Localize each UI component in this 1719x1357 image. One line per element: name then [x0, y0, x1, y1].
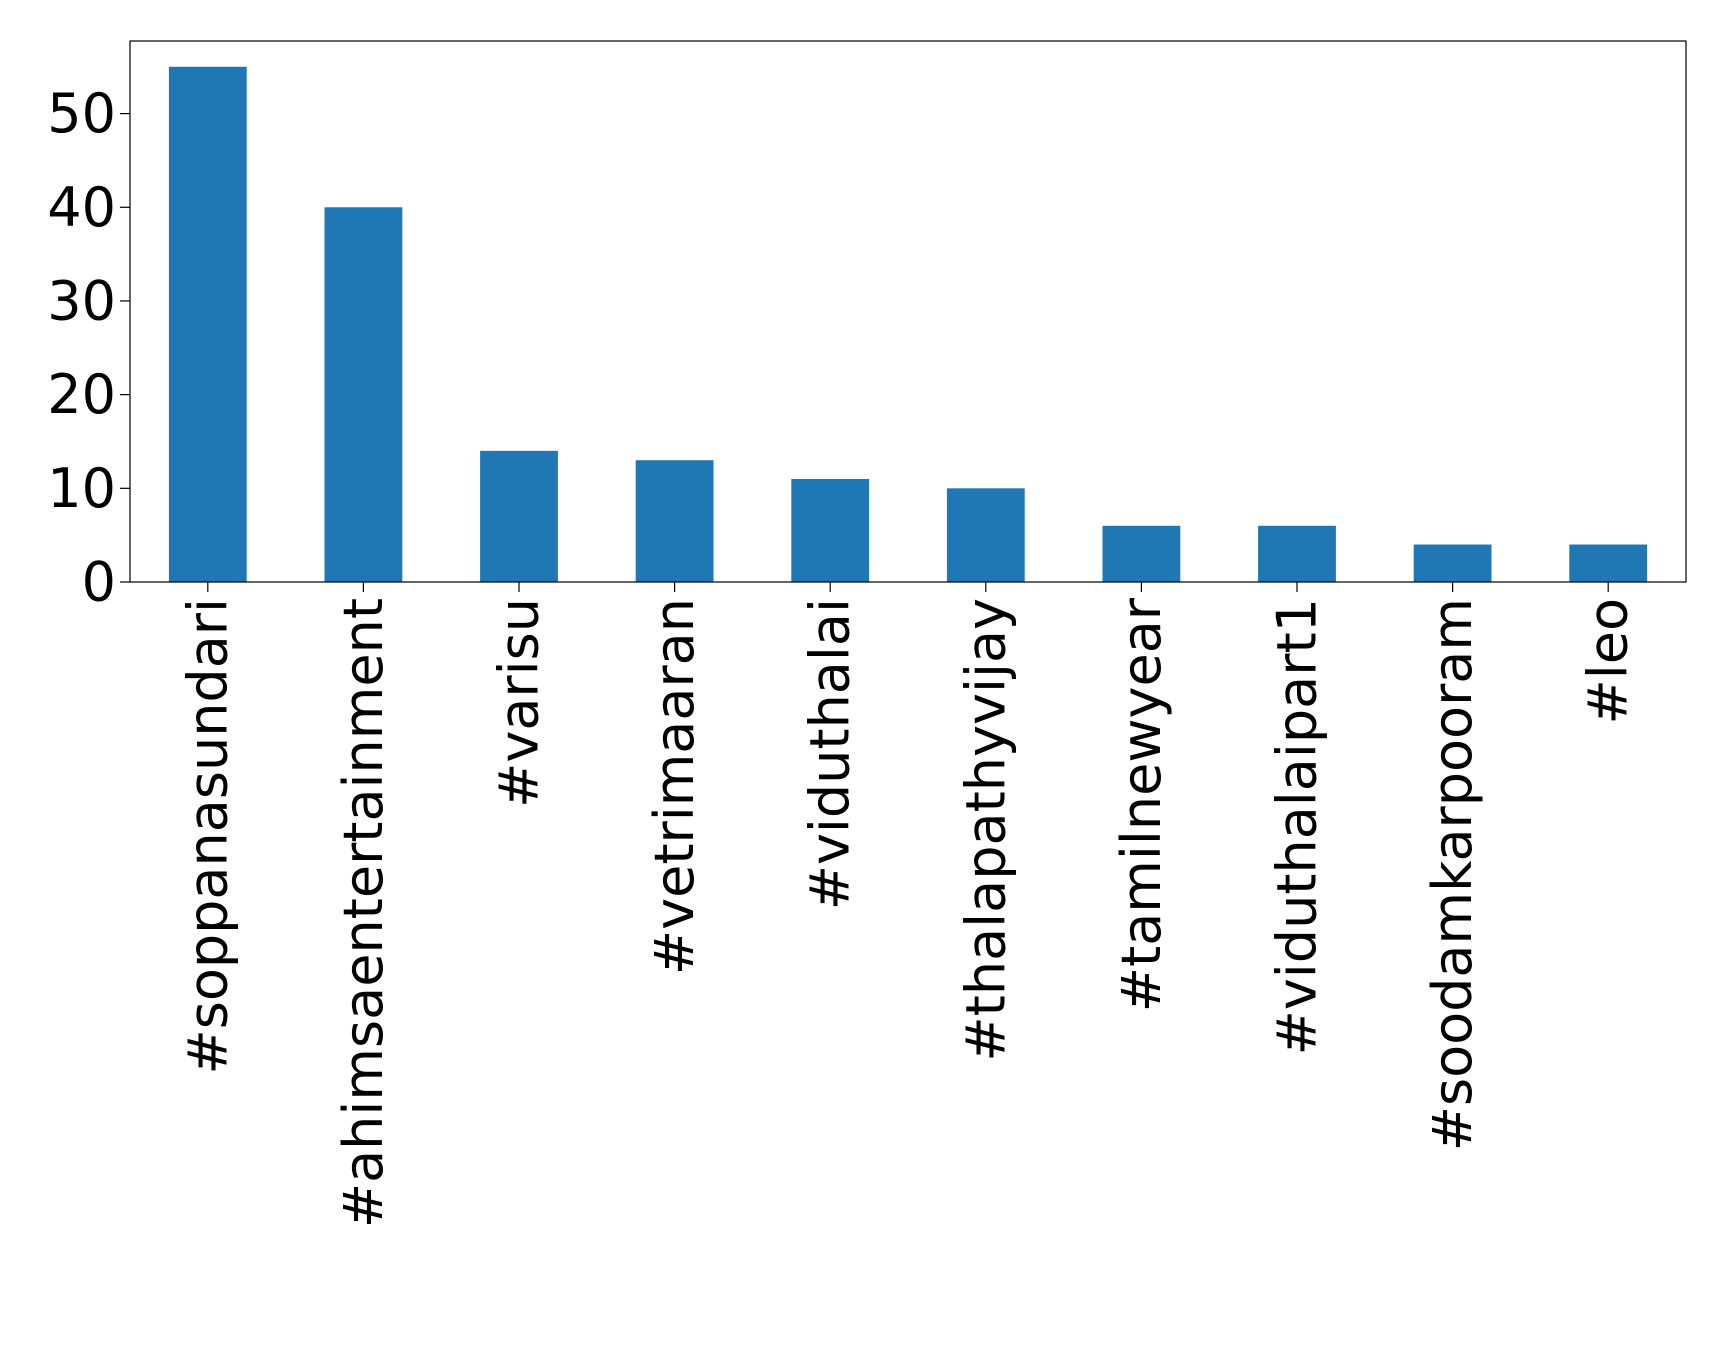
plot-frame — [129, 40, 1687, 583]
y-tick-label: 50 — [47, 82, 116, 145]
bar-vetrimaaran — [635, 460, 714, 582]
bar-viduthalai — [791, 478, 870, 582]
x-tick-label: #viduthalaipart1 — [1266, 598, 1329, 1055]
bars-group — [168, 66, 1648, 583]
bar-soppanasundari — [168, 66, 247, 582]
bar-tamilnewyear — [1102, 525, 1181, 582]
x-tick-label: #soppanasundari — [176, 598, 239, 1075]
bar-ahimsaentertainment — [324, 207, 403, 583]
x-tick-label: #ahimsaentertainment — [332, 598, 395, 1228]
x-tick-label: #vetrimaaran — [643, 598, 706, 975]
x-tick-label: #thalapathyvijay — [954, 598, 1017, 1062]
bar-thalapathyvijay — [946, 488, 1025, 582]
bar-varisu — [480, 450, 558, 582]
bar-leo — [1569, 544, 1648, 582]
x-tick-label: #varisu — [488, 598, 551, 808]
x-tick-label: #tamilnewyear — [1110, 597, 1173, 1012]
y-axis: 0 10 20 30 40 50 — [47, 82, 130, 614]
bar-soodamkarpooram — [1413, 544, 1492, 582]
y-tick-label: 20 — [47, 363, 116, 426]
y-tick-label: 0 — [82, 551, 116, 614]
x-tick-label: #soodamkarpooram — [1421, 598, 1484, 1151]
x-tick-label: #leo — [1577, 598, 1640, 725]
bar-viduthalaipart1 — [1258, 525, 1336, 582]
x-axis: #soppanasundari #ahimsaentertainment #vari… — [176, 582, 1640, 1228]
y-tick-label: 30 — [47, 269, 116, 332]
y-tick-label: 10 — [47, 457, 116, 520]
y-tick-label: 40 — [47, 176, 116, 239]
x-tick-label: #viduthalai — [799, 598, 862, 910]
